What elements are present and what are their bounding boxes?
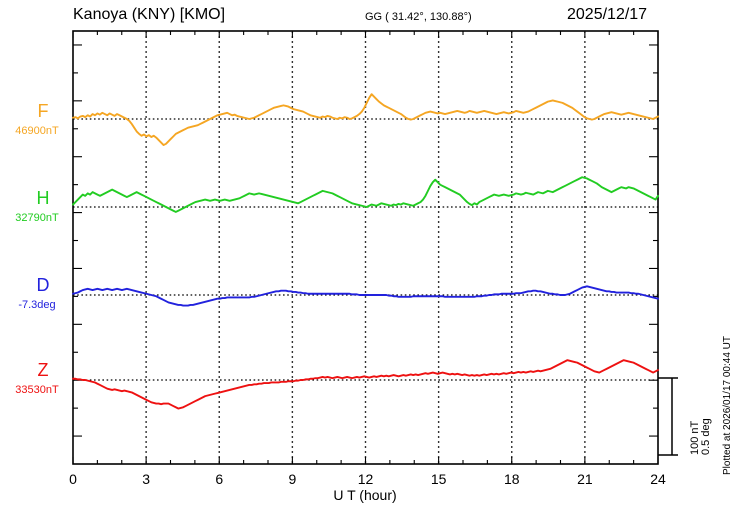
grid-lines — [145, 31, 586, 464]
component-baseline-d: -7.3deg — [18, 299, 56, 311]
x-tick-labels: 0 3 6 9 12 15 18 21 24 — [69, 471, 666, 487]
x-tick-label: 21 — [577, 471, 593, 487]
x-axis-label: U T (hour) — [333, 487, 397, 503]
observation-date: 2025/12/17 — [567, 6, 648, 23]
component-label-f: F — [37, 101, 49, 121]
x-tick-label: 9 — [288, 471, 296, 487]
trace-d — [72, 285, 659, 307]
x-tick-label: 6 — [215, 471, 223, 487]
component-label-z: Z — [37, 360, 49, 380]
scale-bar — [658, 377, 678, 456]
component-label-d: D — [36, 275, 50, 295]
trace-z — [72, 359, 659, 410]
trace-h — [72, 176, 659, 213]
station-title: Kanoya (KNY) [KMO] — [73, 6, 226, 23]
component-baseline-z: 33530nT — [15, 384, 59, 396]
x-tick-label: 15 — [431, 471, 447, 487]
axis-ticks — [72, 31, 659, 464]
trace-lines — [72, 93, 659, 410]
x-tick-label: 3 — [142, 471, 150, 487]
x-tick-label: 24 — [650, 471, 666, 487]
x-tick-label: 0 — [69, 471, 77, 487]
trace-baselines — [73, 118, 658, 381]
component-label-h: H — [36, 188, 50, 208]
x-tick-label: 18 — [504, 471, 520, 487]
geographic-coordinates: GG ( 31.42°, 130.88°) — [365, 11, 472, 23]
component-baseline-f: 46900nT — [15, 125, 59, 137]
component-baseline-h: 32790nT — [15, 212, 59, 224]
trace-f — [72, 93, 659, 146]
x-tick-label: 12 — [358, 471, 374, 487]
